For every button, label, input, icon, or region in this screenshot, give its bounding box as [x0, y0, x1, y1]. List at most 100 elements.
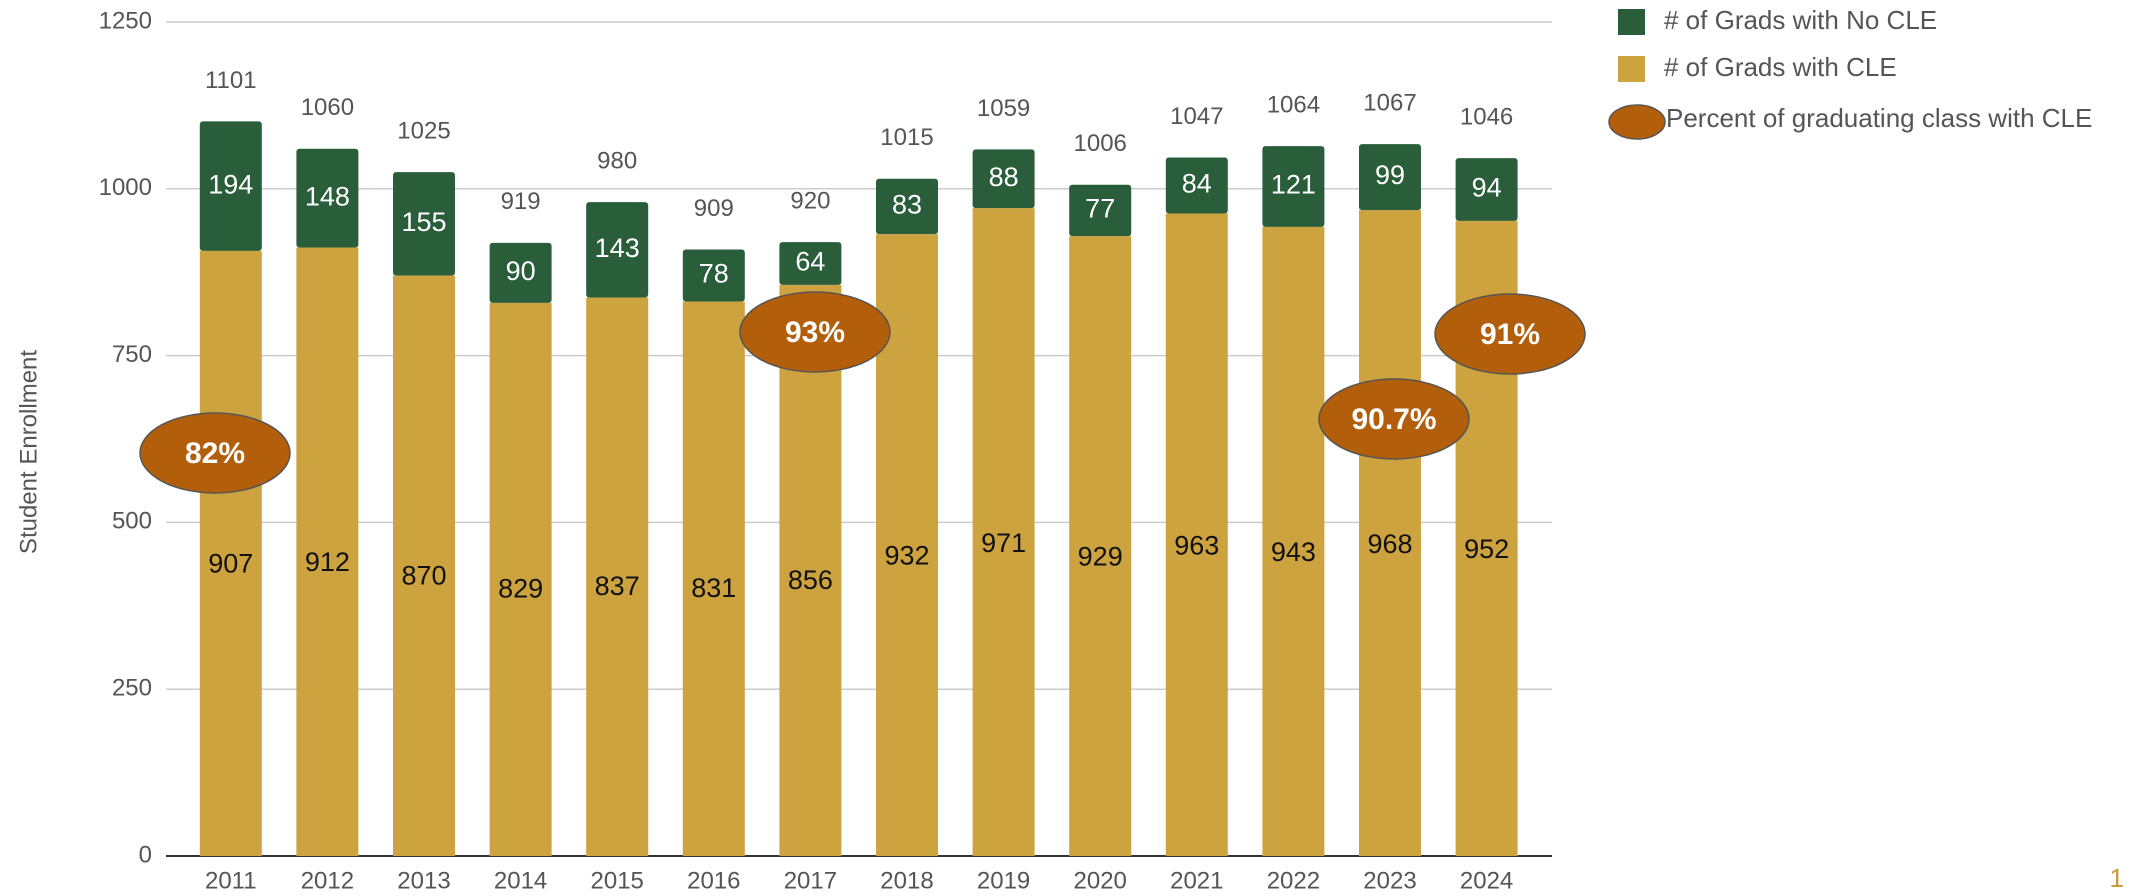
percent-callout [1434, 293, 1586, 375]
total-label: 919 [501, 188, 541, 215]
data-label: 929 [1078, 542, 1123, 572]
data-label: 99 [1375, 160, 1405, 190]
bar-segment [1359, 144, 1421, 211]
y-tick-label: 750 [112, 341, 152, 368]
bar-segment [296, 148, 359, 248]
x-tick-label: 2014 [494, 867, 547, 894]
bar-segment [1262, 146, 1325, 227]
x-tick-label: 2016 [687, 867, 740, 894]
data-label: 94 [1472, 173, 1502, 203]
total-label: 1025 [397, 117, 450, 144]
total-label: 1059 [977, 95, 1030, 122]
total-label: 1064 [1267, 91, 1320, 118]
bar-segment [199, 121, 262, 251]
total-label: 1067 [1363, 89, 1416, 116]
y-axis-label: Student Enrollment [15, 350, 42, 554]
bar-segment [1359, 210, 1421, 857]
legend-swatch [1618, 56, 1645, 82]
total-label: 1015 [880, 124, 933, 151]
bar-segment [1069, 184, 1132, 237]
total-label: 1101 [205, 67, 257, 94]
bar-segment [1165, 213, 1228, 857]
data-label: 831 [691, 573, 736, 603]
x-tick-label: 2024 [1460, 867, 1513, 894]
x-tick-label: 2012 [301, 867, 354, 894]
bar-segment [393, 172, 455, 276]
bar-segment [972, 208, 1035, 856]
legend-swatch [1608, 104, 1666, 140]
total-label: 1006 [1074, 130, 1127, 157]
data-label: 121 [1271, 170, 1316, 200]
bar-segment [779, 242, 842, 285]
total-label: 980 [597, 147, 637, 174]
x-tick-label: 2017 [784, 867, 837, 894]
data-label: 907 [208, 549, 253, 579]
percent-callout [1318, 378, 1470, 460]
bar-segment [393, 275, 455, 856]
total-label: 1046 [1460, 103, 1513, 130]
x-tick-label: 2018 [880, 867, 933, 894]
total-label: 1047 [1170, 103, 1223, 130]
y-tick-label: 500 [112, 508, 152, 535]
data-label: 912 [305, 547, 350, 577]
total-label: 920 [790, 188, 830, 215]
bar-segment [1455, 158, 1518, 221]
data-label: 78 [699, 259, 729, 289]
data-label: 870 [401, 561, 446, 591]
data-label: 90 [506, 256, 536, 286]
bar-segment [972, 149, 1035, 209]
y-tick-label: 0 [139, 841, 152, 868]
bar-segment [296, 247, 359, 856]
percent-label: 93% [785, 316, 845, 349]
data-label: 968 [1367, 529, 1412, 559]
percent-callout [739, 291, 891, 373]
data-label: 84 [1182, 169, 1212, 199]
bar-segment [586, 297, 649, 856]
legend-label: # of Grads with No CLE [1664, 5, 1937, 35]
x-tick-label: 2013 [397, 867, 450, 894]
data-label: 155 [401, 207, 446, 237]
data-label: 148 [305, 181, 350, 211]
bar-segment [876, 178, 938, 235]
percent-label: 90.7% [1351, 403, 1436, 436]
bar-segment [586, 202, 649, 298]
y-tick-label: 250 [112, 675, 152, 702]
percent-label: 91% [1480, 318, 1540, 351]
bar-segment [1069, 236, 1132, 856]
x-tick-label: 2021 [1170, 867, 1223, 894]
page-number: 1 [2110, 863, 2124, 893]
x-tick-label: 2015 [591, 867, 644, 894]
total-label: 909 [694, 195, 734, 222]
percent-callout [139, 412, 291, 494]
data-label: 856 [788, 565, 833, 595]
data-label: 88 [989, 162, 1019, 192]
x-tick-label: 2011 [205, 867, 257, 894]
bar-segment [199, 250, 262, 856]
data-label: 971 [981, 528, 1026, 558]
data-label: 963 [1174, 531, 1219, 561]
bar-segment [489, 242, 552, 303]
x-tick-label: 2020 [1074, 867, 1127, 894]
data-label: 194 [208, 169, 253, 199]
x-tick-label: 2023 [1363, 867, 1416, 894]
legend-swatch [1618, 9, 1645, 35]
bar-segment [1262, 226, 1325, 857]
data-label: 943 [1271, 537, 1316, 567]
bar-segment [779, 284, 842, 856]
data-label: 77 [1085, 194, 1115, 224]
total-label: 1060 [301, 94, 354, 121]
data-label: 952 [1464, 534, 1509, 564]
legend-label: # of Grads with CLE [1664, 52, 1897, 82]
x-tick-label: 2022 [1267, 867, 1320, 894]
data-label: 829 [498, 574, 543, 604]
bar-segment [682, 249, 745, 302]
bar-segment [489, 302, 552, 856]
y-tick-label: 1250 [99, 7, 152, 34]
bar-segment [682, 301, 745, 857]
bar-segment [1165, 157, 1228, 214]
legend-label: Percent of graduating class with CLE [1666, 103, 2092, 133]
data-label: 64 [795, 247, 825, 277]
data-label: 932 [884, 541, 929, 571]
y-tick-label: 1000 [99, 174, 152, 201]
